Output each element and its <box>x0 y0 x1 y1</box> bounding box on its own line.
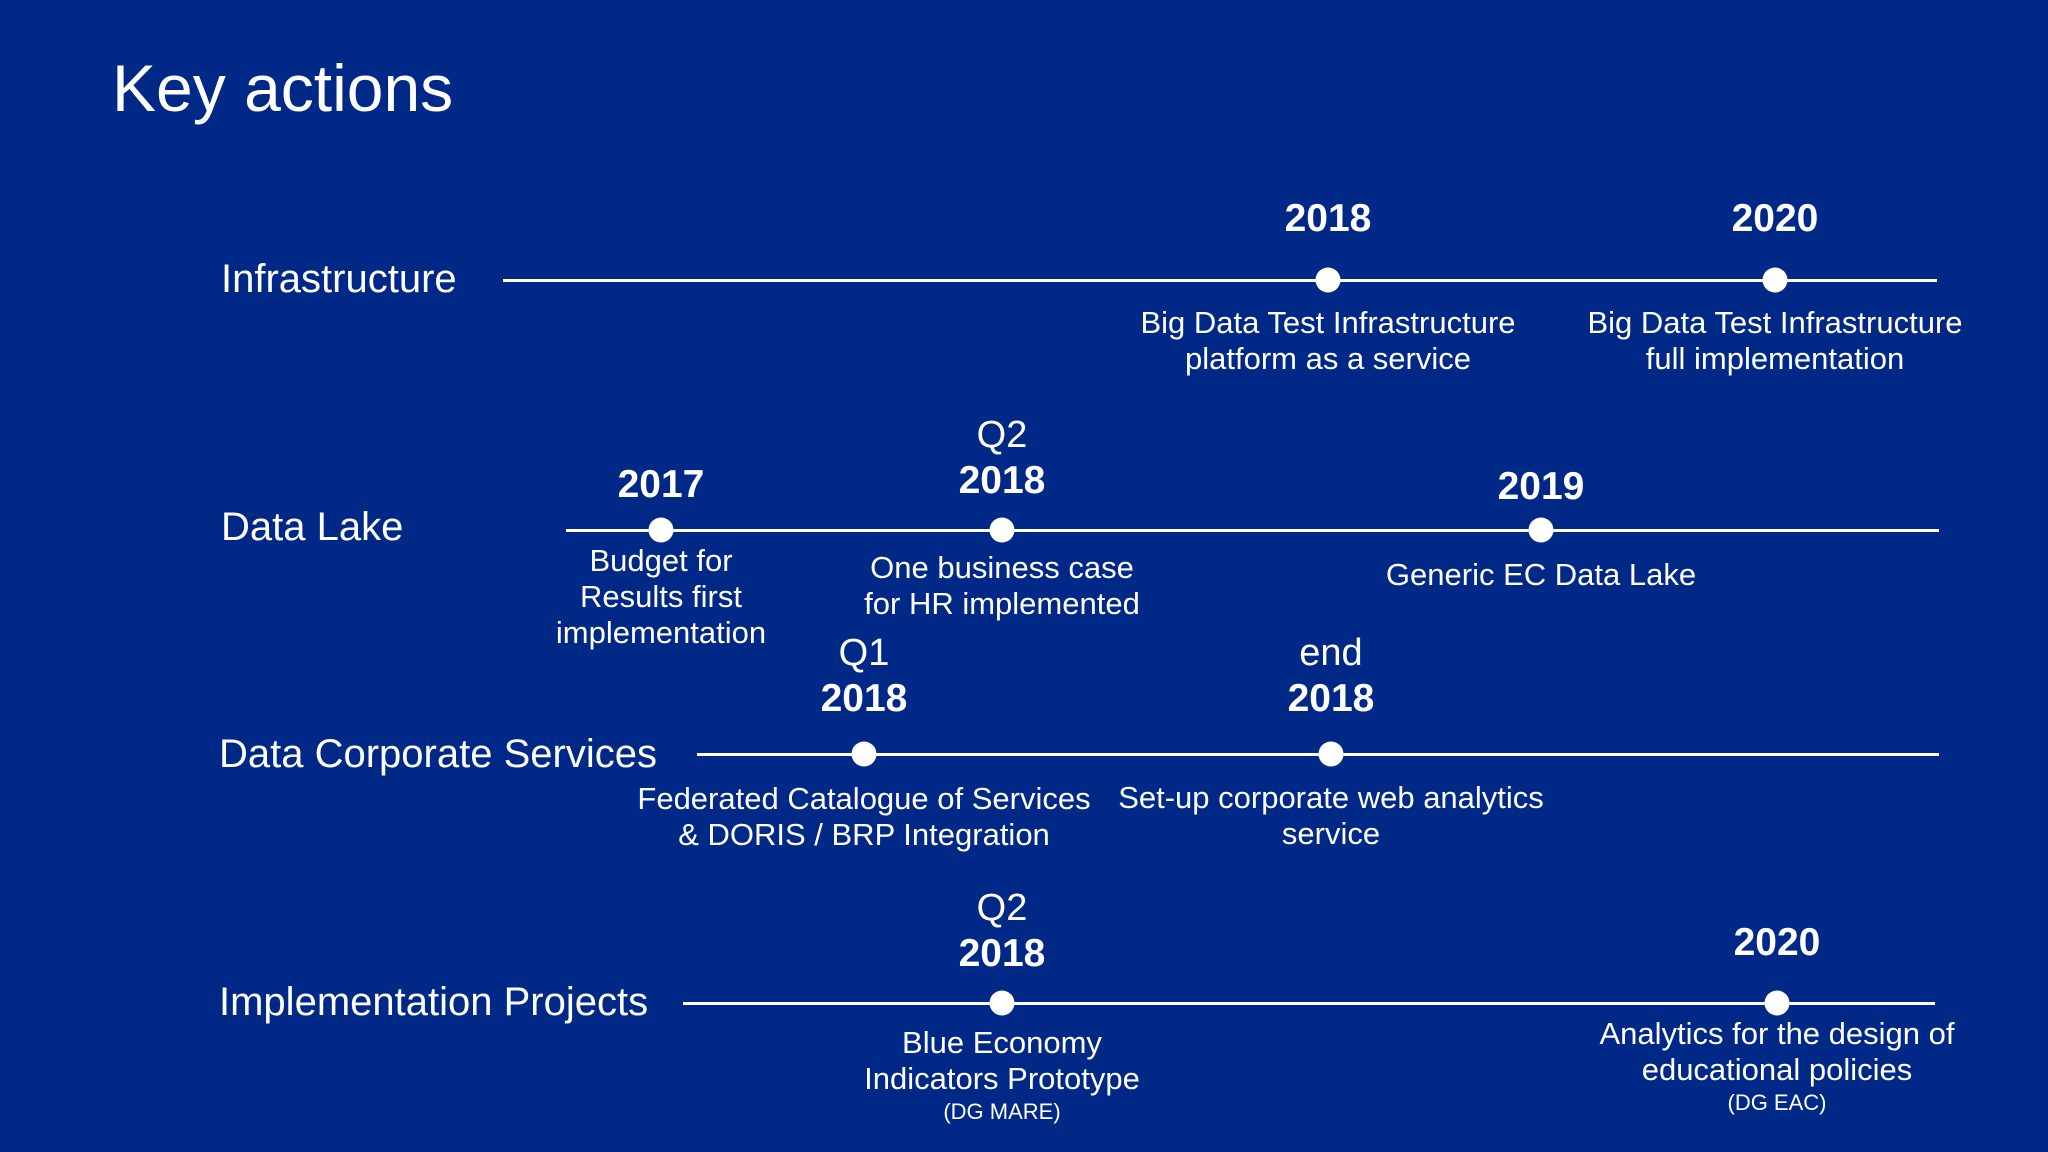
milestone-dot <box>648 517 674 543</box>
milestone-description-line: Big Data Test Infrastructure <box>1140 305 1516 340</box>
milestone-date: 2020 <box>1734 920 1821 966</box>
milestone-description-line: Analytics for the design of <box>1599 1016 1955 1051</box>
milestone-dot <box>851 741 877 767</box>
timeline-row-label: Infrastructure <box>221 257 457 301</box>
milestone-description: Analytics for the design of educational p… <box>1600 1016 1955 1118</box>
milestone-note: (DG EAC) <box>1727 1090 1827 1115</box>
milestone-description-line: for HR implemented <box>864 586 1140 621</box>
milestone-description-line: Blue Economy <box>902 1025 1102 1060</box>
timeline-line <box>503 279 1937 282</box>
milestone-description-line: Set-up corporate web analytics <box>1118 780 1544 815</box>
milestone-year: 2017 <box>617 463 705 506</box>
milestone-description-line: Big Data Test Infrastructure <box>1587 305 1963 340</box>
milestone-period: Q2 <box>976 414 1028 456</box>
milestone-year: 2018 <box>1287 677 1375 720</box>
milestone-description: Big Data Test Infrastructure full impleme… <box>1587 305 1962 377</box>
milestone-description: Budget for Results first implementation <box>556 543 766 651</box>
milestone-period: Q2 <box>976 887 1028 929</box>
milestone-date: 2020 <box>1732 196 1819 242</box>
timeline-row-label: Implementation Projects <box>219 980 649 1024</box>
milestone-date: Q1 2018 <box>821 630 908 722</box>
milestone-date: 2018 <box>1285 196 1372 242</box>
milestone-description-line: Generic EC Data Lake <box>1385 557 1697 592</box>
milestone-description: Big Data Test Infrastructure platform as … <box>1140 305 1515 377</box>
milestone-description-line: Indicators Prototype <box>864 1061 1140 1096</box>
milestone-year: 2018 <box>1284 197 1372 240</box>
timeline-row-label: Data Lake <box>221 505 404 549</box>
milestone-year: 2020 <box>1731 197 1819 240</box>
milestone-description: Blue Economy Indicators Prototype (DG MARE… <box>864 1025 1140 1127</box>
timeline-line <box>683 1002 1935 1005</box>
milestone-period: Q1 <box>838 632 890 674</box>
milestone-description: Set-up corporate web analytics service <box>1118 780 1544 852</box>
milestone-description-line: Results first <box>580 579 742 614</box>
milestone-dot <box>1762 267 1788 293</box>
milestone-description-line: Budget for <box>589 543 733 578</box>
milestone-description: One business case for HR implemented <box>864 550 1140 622</box>
milestone-description-line: One business case <box>870 550 1134 585</box>
milestone-description-line: platform as a service <box>1184 341 1471 376</box>
milestone-dot <box>1315 267 1341 293</box>
milestone-dot <box>989 517 1015 543</box>
milestone-description-line: implementation <box>555 615 767 650</box>
milestone-description-line: educational policies <box>1641 1052 1913 1087</box>
milestone-dot <box>1528 517 1554 543</box>
milestone-description: Federated Catalogue of Services & DORIS /… <box>637 781 1090 853</box>
milestone-year: 2018 <box>958 932 1046 975</box>
slide-title: Key actions <box>112 51 454 125</box>
milestone-date: Q2 2018 <box>959 412 1046 504</box>
milestone-description-line: service <box>1281 816 1381 851</box>
timeline-line <box>697 753 1939 756</box>
milestone-dot <box>989 990 1015 1016</box>
milestone-dot <box>1318 741 1344 767</box>
milestone-note: (DG MARE) <box>943 1099 1061 1124</box>
timeline-row-label: Data Corporate Services <box>219 732 657 776</box>
milestone-year: 2020 <box>1733 921 1821 964</box>
milestone-description-line: full implementation <box>1645 341 1905 376</box>
milestone-description: Generic EC Data Lake <box>1386 557 1696 593</box>
milestone-date: Q2 2018 <box>959 885 1046 977</box>
milestone-year: 2019 <box>1497 465 1585 508</box>
milestone-description-line: Federated Catalogue of Services <box>637 781 1091 816</box>
milestone-date: 2017 <box>618 462 705 508</box>
timeline-line <box>566 529 1939 532</box>
milestone-year: 2018 <box>820 677 908 720</box>
milestone-date: 2019 <box>1498 464 1585 510</box>
milestone-description-line: & DORIS / BRP Integration <box>678 817 1050 852</box>
milestone-year: 2018 <box>958 459 1046 502</box>
milestone-date: end 2018 <box>1288 630 1375 722</box>
milestone-period: end <box>1299 632 1363 674</box>
milestone-dot <box>1764 990 1790 1016</box>
